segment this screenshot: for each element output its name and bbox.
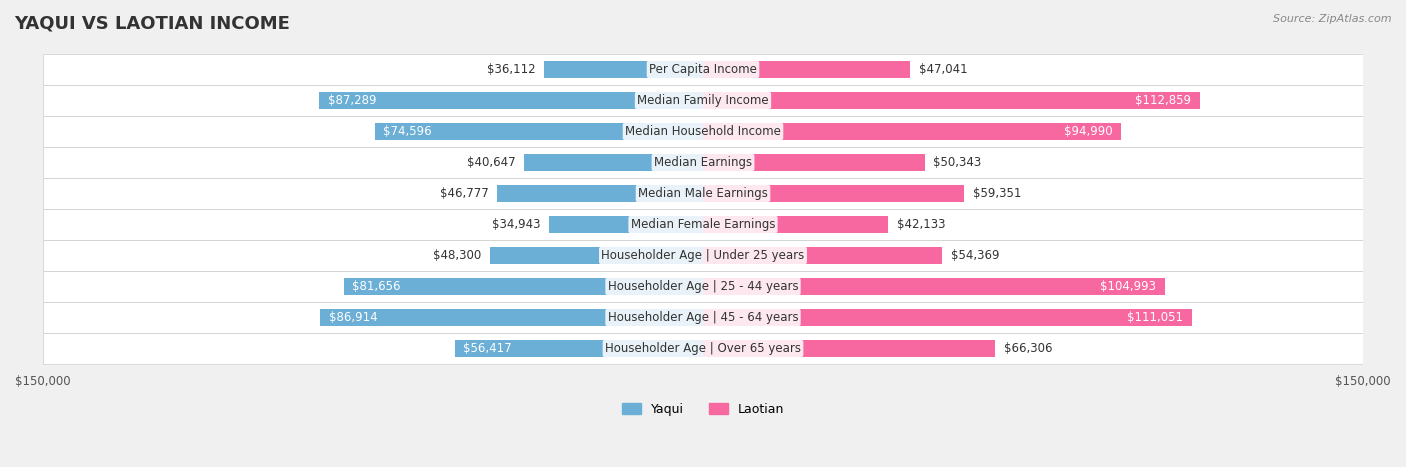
Text: Median Female Earnings: Median Female Earnings (631, 218, 775, 231)
Text: $36,112: $36,112 (486, 63, 536, 76)
FancyBboxPatch shape (42, 240, 1364, 271)
Text: Householder Age | Over 65 years: Householder Age | Over 65 years (605, 342, 801, 355)
Text: $48,300: $48,300 (433, 249, 482, 262)
Text: $111,051: $111,051 (1128, 311, 1182, 324)
Text: $50,343: $50,343 (934, 156, 981, 169)
Text: $87,289: $87,289 (328, 94, 377, 107)
Bar (524, 154, 703, 171)
Bar (703, 309, 1192, 326)
Bar (544, 61, 703, 78)
Bar (374, 123, 703, 140)
Bar (550, 216, 703, 233)
Legend: Yaqui, Laotian: Yaqui, Laotian (616, 396, 790, 422)
Text: $34,943: $34,943 (492, 218, 540, 231)
Text: $66,306: $66,306 (1004, 342, 1052, 355)
Text: Median Family Income: Median Family Income (637, 94, 769, 107)
Text: $47,041: $47,041 (920, 63, 967, 76)
Text: $104,993: $104,993 (1101, 280, 1156, 293)
Bar (321, 309, 703, 326)
Bar (343, 278, 703, 295)
Text: Median Household Income: Median Household Income (626, 125, 780, 138)
Bar (703, 123, 1121, 140)
Bar (703, 340, 995, 357)
Bar (703, 247, 942, 264)
FancyBboxPatch shape (42, 147, 1364, 178)
Text: YAQUI VS LAOTIAN INCOME: YAQUI VS LAOTIAN INCOME (14, 14, 290, 32)
FancyBboxPatch shape (42, 271, 1364, 302)
FancyBboxPatch shape (42, 116, 1364, 147)
Bar (703, 185, 965, 202)
Text: $94,990: $94,990 (1064, 125, 1112, 138)
FancyBboxPatch shape (42, 85, 1364, 116)
Text: Source: ZipAtlas.com: Source: ZipAtlas.com (1274, 14, 1392, 24)
Bar (703, 154, 925, 171)
Text: $56,417: $56,417 (464, 342, 512, 355)
Bar (491, 247, 703, 264)
Bar (498, 185, 703, 202)
Text: $86,914: $86,914 (329, 311, 378, 324)
Text: Householder Age | Under 25 years: Householder Age | Under 25 years (602, 249, 804, 262)
Text: Median Earnings: Median Earnings (654, 156, 752, 169)
FancyBboxPatch shape (42, 302, 1364, 333)
Bar (703, 61, 910, 78)
Bar (703, 278, 1166, 295)
FancyBboxPatch shape (42, 209, 1364, 240)
Bar (703, 92, 1199, 109)
Bar (319, 92, 703, 109)
FancyBboxPatch shape (42, 178, 1364, 209)
Text: $54,369: $54,369 (950, 249, 1000, 262)
Text: $42,133: $42,133 (897, 218, 946, 231)
Text: $40,647: $40,647 (467, 156, 516, 169)
Text: $59,351: $59,351 (973, 187, 1021, 200)
Text: Householder Age | 25 - 44 years: Householder Age | 25 - 44 years (607, 280, 799, 293)
Text: Per Capita Income: Per Capita Income (650, 63, 756, 76)
Bar (454, 340, 703, 357)
Text: $46,777: $46,777 (440, 187, 488, 200)
FancyBboxPatch shape (42, 333, 1364, 364)
Text: $74,596: $74,596 (384, 125, 432, 138)
FancyBboxPatch shape (42, 54, 1364, 85)
Text: Householder Age | 45 - 64 years: Householder Age | 45 - 64 years (607, 311, 799, 324)
Text: $81,656: $81,656 (353, 280, 401, 293)
Bar (703, 216, 889, 233)
Text: Median Male Earnings: Median Male Earnings (638, 187, 768, 200)
Text: $112,859: $112,859 (1135, 94, 1191, 107)
